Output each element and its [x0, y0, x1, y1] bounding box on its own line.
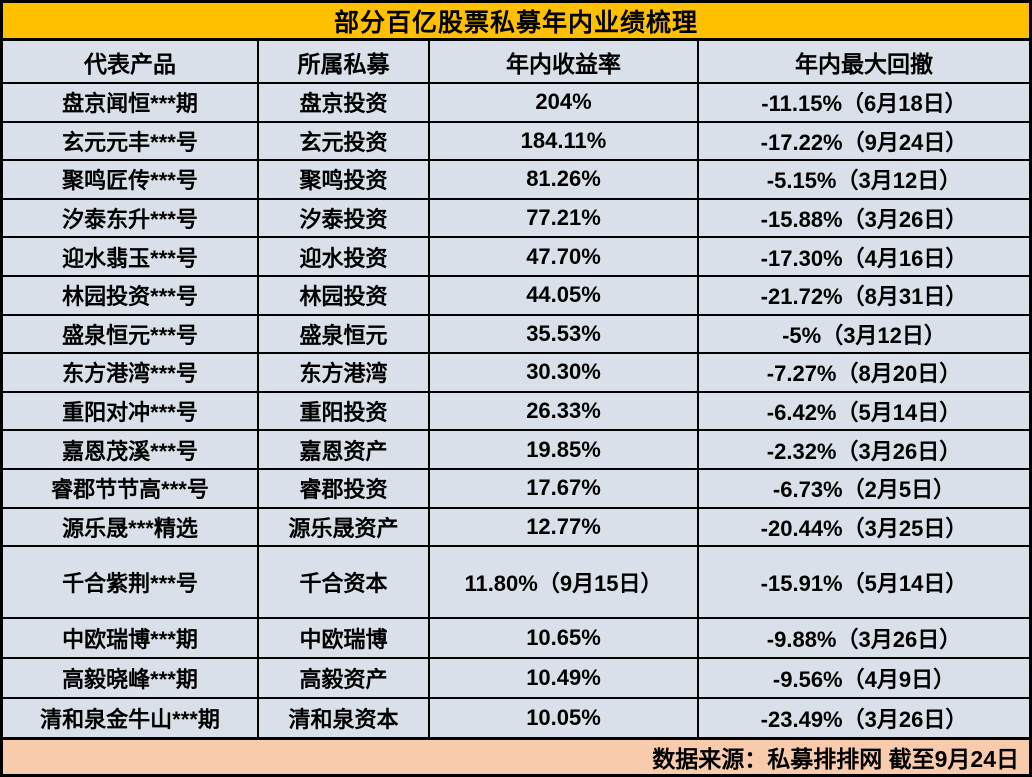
table-row: 重阳对冲***号 重阳投资 26.33% -6.42%（5月14日） — [3, 390, 1029, 430]
cell-max-drawdown: -5%（3月12日） — [697, 315, 1029, 353]
cell-max-drawdown: -11.15%（6月18日） — [697, 84, 1029, 121]
cell-product: 林园投资***号 — [62, 284, 198, 310]
cell-product: 千合紫荆***号 — [62, 571, 198, 597]
cell-firm: 迎水投资 — [257, 238, 428, 275]
cell-max-drawdown: -6.73%（2月5日） — [697, 469, 1029, 507]
header-max-drawdown: 年内最大回撤 — [697, 41, 1029, 82]
table-row: 清和泉金牛山***期 清和泉资本 10.05% -23.49%（3月26日） — [3, 697, 1029, 738]
cell-max-drawdown: -5.15%（3月12日） — [697, 161, 1029, 198]
cell-product: 嘉恩茂溪***号 — [62, 438, 198, 464]
cell-product: 中欧瑞博***期 — [62, 627, 198, 653]
cell-max-drawdown: -9.88%（3月26日） — [697, 619, 1029, 658]
table-title: 部分百亿股票私募年内业绩梳理 — [3, 3, 1029, 38]
cell-max-drawdown: -20.44%（3月25日） — [697, 508, 1029, 546]
cell-firm: 高毅资产 — [257, 659, 428, 698]
cell-max-drawdown: -7.27%（8月20日） — [697, 354, 1029, 391]
table-row: 中欧瑞博***期 中欧瑞博 10.65% -9.88%（3月26日） — [3, 617, 1029, 658]
cell-ytd-return: 12.77% — [428, 508, 697, 546]
cell-product: 高毅晓峰***期 — [62, 667, 198, 693]
cell-max-drawdown: -6.42%（5月14日） — [697, 392, 1029, 430]
cell-ytd-return: 44.05% — [428, 276, 697, 314]
cell-ytd-return: 10.05% — [428, 699, 697, 738]
cell-max-drawdown: -9.56%（4月9日） — [697, 659, 1029, 698]
header-ytd-return: 年内收益率 — [428, 41, 697, 82]
table-header-row: 代表产品 所属私募 年内收益率 年内最大回撤 — [3, 38, 1029, 82]
cell-max-drawdown: -15.91%（5月14日） — [697, 547, 1029, 618]
cell-ytd-return: 11.80%（9月15日） — [428, 547, 697, 618]
table-body: 盘京闻恒***期 盘京投资 204% -11.15%（6月18日） 玄元元丰***号 玄元… — [3, 82, 1029, 738]
table-row: 汐泰东升***号 汐泰投资 77.21% -15.88%（3月26日） — [3, 197, 1029, 237]
cell-firm: 汐泰投资 — [257, 199, 428, 237]
cell-ytd-return: 204% — [428, 84, 697, 121]
cell-firm: 睿郡投资 — [257, 469, 428, 507]
cell-ytd-return: 26.33% — [428, 392, 697, 430]
cell-ytd-return: 17.67% — [428, 469, 697, 507]
cell-max-drawdown: -17.30%（4月16日） — [697, 238, 1029, 275]
cell-firm: 源乐晟资产 — [257, 508, 428, 546]
table-row: 嘉恩茂溪***号 嘉恩资产 19.85% -2.32%（3月26日） — [3, 429, 1029, 468]
cell-firm: 东方港湾 — [257, 354, 428, 391]
table-row: 迎水翡玉***号 迎水投资 47.70% -17.30%（4月16日） — [3, 236, 1029, 275]
cell-ytd-return: 19.85% — [428, 431, 697, 468]
cell-ytd-return: 184.11% — [428, 122, 697, 160]
cell-firm: 玄元投资 — [257, 122, 428, 160]
cell-firm: 中欧瑞博 — [257, 619, 428, 658]
table-row: 源乐晟***精选 源乐晟资产 12.77% -20.44%（3月25日） — [3, 506, 1029, 546]
header-firm: 所属私募 — [257, 41, 428, 82]
header-product: 代表产品 — [84, 50, 176, 77]
cell-firm: 嘉恩资产 — [257, 431, 428, 468]
cell-firm: 盘京投资 — [257, 84, 428, 121]
cell-max-drawdown: -23.49%（3月26日） — [697, 699, 1029, 738]
cell-product: 汐泰东升***号 — [62, 207, 198, 233]
cell-ytd-return: 47.70% — [428, 238, 697, 275]
cell-ytd-return: 10.65% — [428, 619, 697, 658]
table-row: 东方港湾***号 东方港湾 30.30% -7.27%（8月20日） — [3, 352, 1029, 391]
cell-product: 玄元元丰***号 — [62, 129, 198, 155]
cell-ytd-return: 35.53% — [428, 315, 697, 353]
cell-ytd-return: 10.49% — [428, 659, 697, 698]
cell-product: 盘京闻恒***期 — [62, 91, 198, 117]
cell-max-drawdown: -15.88%（3月26日） — [697, 199, 1029, 237]
table-row: 林园投资***号 林园投资 44.05% -21.72%（8月31日） — [3, 274, 1029, 314]
table-row: 盛泉恒元***号 盛泉恒元 35.53% -5%（3月12日） — [3, 313, 1029, 353]
cell-max-drawdown: -2.32%（3月26日） — [697, 431, 1029, 468]
table-row: 聚鸣匠传***号 聚鸣投资 81.26% -5.15%（3月12日） — [3, 159, 1029, 198]
cell-ytd-return: 30.30% — [428, 354, 697, 391]
cell-firm: 聚鸣投资 — [257, 161, 428, 198]
cell-firm: 盛泉恒元 — [257, 315, 428, 353]
cell-product: 睿郡节节高***号 — [51, 477, 209, 503]
cell-product: 聚鸣匠传***号 — [62, 168, 198, 194]
cell-product: 清和泉金牛山***期 — [40, 707, 220, 733]
cell-product: 盛泉恒元***号 — [62, 322, 198, 348]
table-row: 玄元元丰***号 玄元投资 184.11% -17.22%（9月24日） — [3, 120, 1029, 160]
cell-firm: 千合资本 — [257, 547, 428, 618]
cell-product: 重阳对冲***号 — [62, 400, 198, 426]
cell-max-drawdown: -17.22%（9月24日） — [697, 122, 1029, 160]
cell-max-drawdown: -21.72%（8月31日） — [697, 276, 1029, 314]
cell-ytd-return: 77.21% — [428, 199, 697, 237]
cell-firm: 林园投资 — [257, 276, 428, 314]
cell-product: 迎水翡玉***号 — [62, 245, 198, 271]
cell-ytd-return: 81.26% — [428, 161, 697, 198]
cell-firm: 重阳投资 — [257, 392, 428, 430]
table-row: 盘京闻恒***期 盘京投资 204% -11.15%（6月18日） — [3, 82, 1029, 121]
table-row: 睿郡节节高***号 睿郡投资 17.67% -6.73%（2月5日） — [3, 467, 1029, 507]
cell-product: 源乐晟***精选 — [62, 515, 198, 541]
table-row: 高毅晓峰***期 高毅资产 10.49% -9.56%（4月9日） — [3, 657, 1029, 698]
cell-product: 东方港湾***号 — [62, 361, 198, 387]
cell-firm: 清和泉资本 — [257, 699, 428, 738]
table-row: 千合紫荆***号 千合资本 11.80%（9月15日） -15.91%（5月14日） — [3, 545, 1029, 618]
table-footer-source: 数据来源：私募排排网 截至9月24日 — [3, 737, 1029, 774]
